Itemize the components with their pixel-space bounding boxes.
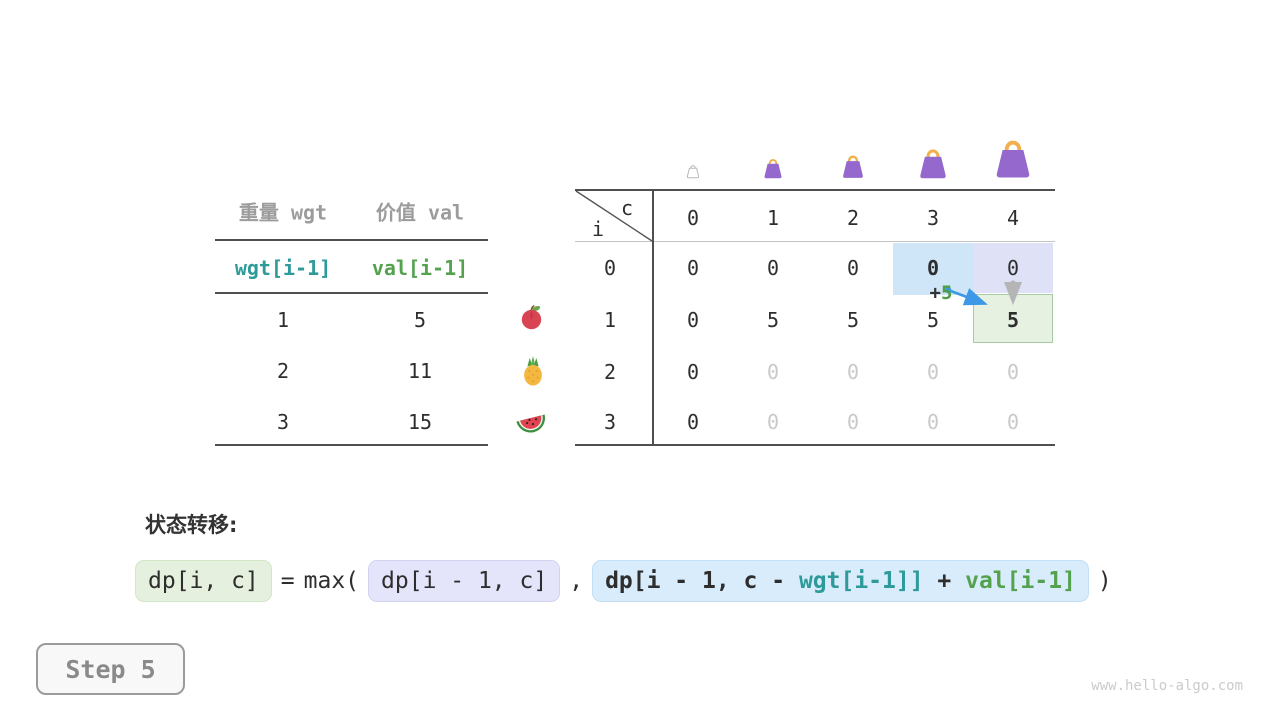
item-table-rule-mid <box>215 292 488 294</box>
dp-cell-r3-c1: 0 <box>766 410 780 434</box>
dp-row-header-2: 2 <box>603 360 617 384</box>
dp-cell-r2-c1: 0 <box>766 360 780 384</box>
corner-row-var: i <box>591 217 605 241</box>
corner-diagonal-line <box>575 190 653 242</box>
dp-cell-r2-c4: 0 <box>1006 360 1020 384</box>
dp-row-header-0: 0 <box>603 256 617 280</box>
formula-arg1-box: dp[i - 1, c] <box>368 560 561 602</box>
dp-cell-r1-c1: 5 <box>766 308 780 332</box>
dp-cell-r2-c3: 0 <box>926 360 940 384</box>
item-weight-formula: wgt[i-1] <box>234 256 332 280</box>
item-row3-weight: 3 <box>276 410 290 434</box>
dp-table-rule-top <box>575 189 1055 191</box>
dp-cell-r0-c0: 0 <box>686 256 700 280</box>
state-transition-formula: dp[i, c] = max( dp[i - 1, c] , dp[i - 1,… <box>135 560 1112 602</box>
formula-arg2-box: dp[i - 1, c - wgt[i-1]] + val[i-1] <box>592 560 1089 602</box>
formula-arg2-prefix: dp[i - 1, c - <box>605 568 799 594</box>
bag-capacity-2-icon <box>843 155 863 178</box>
formula-max-open: max( <box>303 568 360 594</box>
watermelon-icon <box>516 414 546 433</box>
dp-col-header-2: 2 <box>846 206 860 230</box>
dp-cell-r3-c0: 0 <box>686 410 700 434</box>
dp-col-header-0: 0 <box>686 206 700 230</box>
item-row1-weight: 1 <box>276 308 290 332</box>
state-transition-heading: 状态转移: <box>145 513 238 537</box>
formula-arg2-plus: + <box>923 568 966 594</box>
dp-row-header-3: 3 <box>603 410 617 434</box>
item-row3-value: 15 <box>407 410 433 434</box>
dp-cell-r2-c2: 0 <box>846 360 860 384</box>
formula-arg2-val: val[i-1] <box>965 568 1076 594</box>
formula-equals: = <box>280 568 295 594</box>
plus-value: 5 <box>941 282 953 304</box>
dp-table-rule-vertical <box>652 189 654 446</box>
dp-row-header-1: 1 <box>603 308 617 332</box>
dp-cell-r1-c2: 5 <box>846 308 860 332</box>
dp-cell-r1-c4: 5 <box>1006 308 1020 332</box>
dp-cell-r3-c2: 0 <box>846 410 860 434</box>
corner-col-var: c <box>620 196 634 220</box>
formula-comma: , <box>569 568 584 594</box>
dp-cell-r3-c3: 0 <box>926 410 940 434</box>
formula-lhs-box: dp[i, c] <box>135 560 272 602</box>
bag-capacity-0-icon <box>686 165 700 179</box>
watermark: www.hello-algo.com <box>1091 678 1243 694</box>
dp-cell-r1-c3: 5 <box>926 308 940 332</box>
item-table-header-weight: 重量 wgt <box>238 200 328 225</box>
bag-capacity-3-icon <box>920 149 946 179</box>
apple-icon <box>521 305 542 330</box>
dp-table-rule-bottom <box>575 444 1055 446</box>
bag-capacity-4-icon <box>996 140 1030 178</box>
item-table-rule-top <box>215 239 488 241</box>
highlight-cell-row0-col3 <box>893 243 973 295</box>
dp-cell-r1-c0: 0 <box>686 308 700 332</box>
item-table-header-value: 价值 val <box>375 200 465 225</box>
item-row2-value: 11 <box>407 359 433 383</box>
item-row2-weight: 2 <box>276 359 290 383</box>
plus-sign: + <box>929 282 941 304</box>
item-row1-value: 5 <box>413 308 427 332</box>
dp-cell-r3-c4: 0 <box>1006 410 1020 434</box>
formula-arg2-wgt: wgt[i-1]] <box>798 568 924 594</box>
dp-col-header-4: 4 <box>1006 206 1020 230</box>
formula-close-paren: ) <box>1097 568 1112 594</box>
dp-cell-r0-c3: 0 <box>926 256 940 280</box>
plus-value-annotation: +5 <box>930 282 953 304</box>
step-button[interactable]: Step 5 <box>36 643 185 695</box>
bag-capacity-1-icon <box>764 158 782 179</box>
dp-cell-r0-c1: 0 <box>766 256 780 280</box>
dp-col-header-1: 1 <box>766 206 780 230</box>
dp-cell-r0-c2: 0 <box>846 256 860 280</box>
dp-cell-r2-c0: 0 <box>686 360 700 384</box>
item-value-formula: val[i-1] <box>371 256 469 280</box>
dp-table-rule-header <box>575 241 1055 242</box>
item-table-rule-bottom <box>215 444 488 446</box>
dp-col-header-3: 3 <box>926 206 940 230</box>
pineapple-icon <box>524 356 542 386</box>
dp-cell-r0-c4: 0 <box>1006 256 1020 280</box>
